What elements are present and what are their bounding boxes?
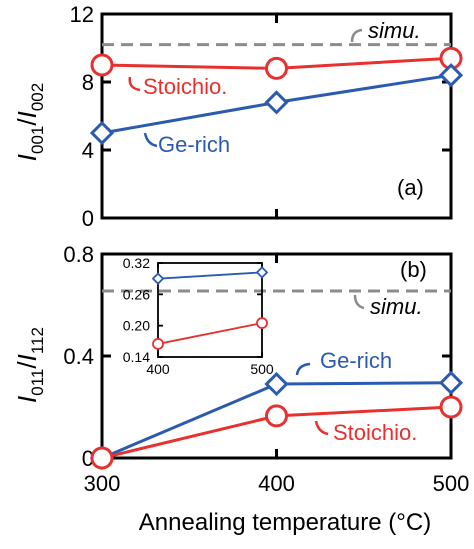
y-tick-label: 12 bbox=[70, 2, 94, 27]
data-point-gerich bbox=[264, 371, 289, 397]
data-point-gerich bbox=[255, 266, 269, 279]
panel-b-letter: (b) bbox=[400, 257, 427, 282]
data-point-stoichio bbox=[439, 395, 463, 419]
y-tick-label: 4 bbox=[82, 138, 94, 163]
data-point-stoichio bbox=[265, 56, 288, 80]
y-tick-label: 0.4 bbox=[63, 344, 94, 369]
panel-a: 0 4 8 12 bbox=[70, 2, 464, 231]
y-tick-label: 8 bbox=[82, 70, 94, 95]
data-point-gerich bbox=[438, 370, 464, 395]
panel-a-letter: (a) bbox=[397, 175, 424, 200]
data-point-stoichio bbox=[152, 338, 164, 350]
simu-b-label: simu. bbox=[370, 294, 423, 319]
plot-frame bbox=[157, 262, 263, 358]
stoichio-a-leader bbox=[128, 76, 141, 92]
data-point-stoichio bbox=[265, 404, 288, 428]
x-tick-label: 500 bbox=[433, 471, 470, 496]
gerich-a-label: Ge-rich bbox=[158, 132, 230, 157]
y-tick-label: 0.20 bbox=[123, 318, 150, 334]
gerich-b-leader bbox=[295, 362, 311, 376]
stoichio-b-label: Stoichio. bbox=[333, 420, 417, 445]
simu-a-leader bbox=[350, 28, 363, 43]
panel-a-ylabel: I001/I002 bbox=[12, 83, 47, 161]
series-line-stoichio bbox=[157, 322, 263, 345]
data-point-gerich bbox=[264, 90, 289, 115]
stoichio-a-label: Stoichio. bbox=[143, 74, 227, 99]
gerich-a-leader bbox=[143, 132, 158, 148]
data-point-stoichio bbox=[90, 53, 114, 77]
panel-b: 0 0.4 0.8 300 400 500 bbox=[63, 242, 469, 496]
x-axis-label: Annealing temperature (°C) bbox=[139, 509, 431, 536]
y-tick-label: 0.14 bbox=[123, 349, 150, 365]
y-tick-label: 0.26 bbox=[123, 286, 150, 302]
gerich-b-label: Ge-rich bbox=[320, 348, 392, 373]
data-point-stoichio bbox=[256, 317, 268, 329]
panel-a-annotations: Stoichio. Ge-rich simu. (a) bbox=[128, 18, 424, 200]
data-point-gerich bbox=[151, 272, 165, 285]
x-tick-label: 400 bbox=[146, 361, 170, 377]
x-tick-label: 500 bbox=[250, 361, 274, 377]
data-point-stoichio bbox=[90, 446, 114, 470]
panel-b-annotations: Ge-rich Stoichio. simu. (b) bbox=[295, 257, 427, 445]
x-tick-label: 300 bbox=[84, 471, 121, 496]
data-point-gerich bbox=[89, 120, 115, 146]
y-tick-label: 0 bbox=[82, 446, 94, 471]
y-tick-label: 0.32 bbox=[123, 255, 150, 271]
x-tick-label: 400 bbox=[258, 471, 295, 496]
panel-b-ylabel: I011/I112 bbox=[12, 327, 47, 403]
y-tick-label: 0.8 bbox=[63, 242, 94, 267]
stoichio-b-leader bbox=[314, 420, 329, 436]
data-point-gerich bbox=[438, 63, 464, 88]
simu-b-leader bbox=[353, 294, 365, 310]
simu-a-label: simu. bbox=[368, 18, 421, 43]
series-line-gerich bbox=[157, 271, 263, 280]
panel-b-inset: 0.14 0.20 0.26 0.32 400 500 bbox=[123, 255, 274, 377]
y-tick-label: 0 bbox=[82, 206, 94, 231]
